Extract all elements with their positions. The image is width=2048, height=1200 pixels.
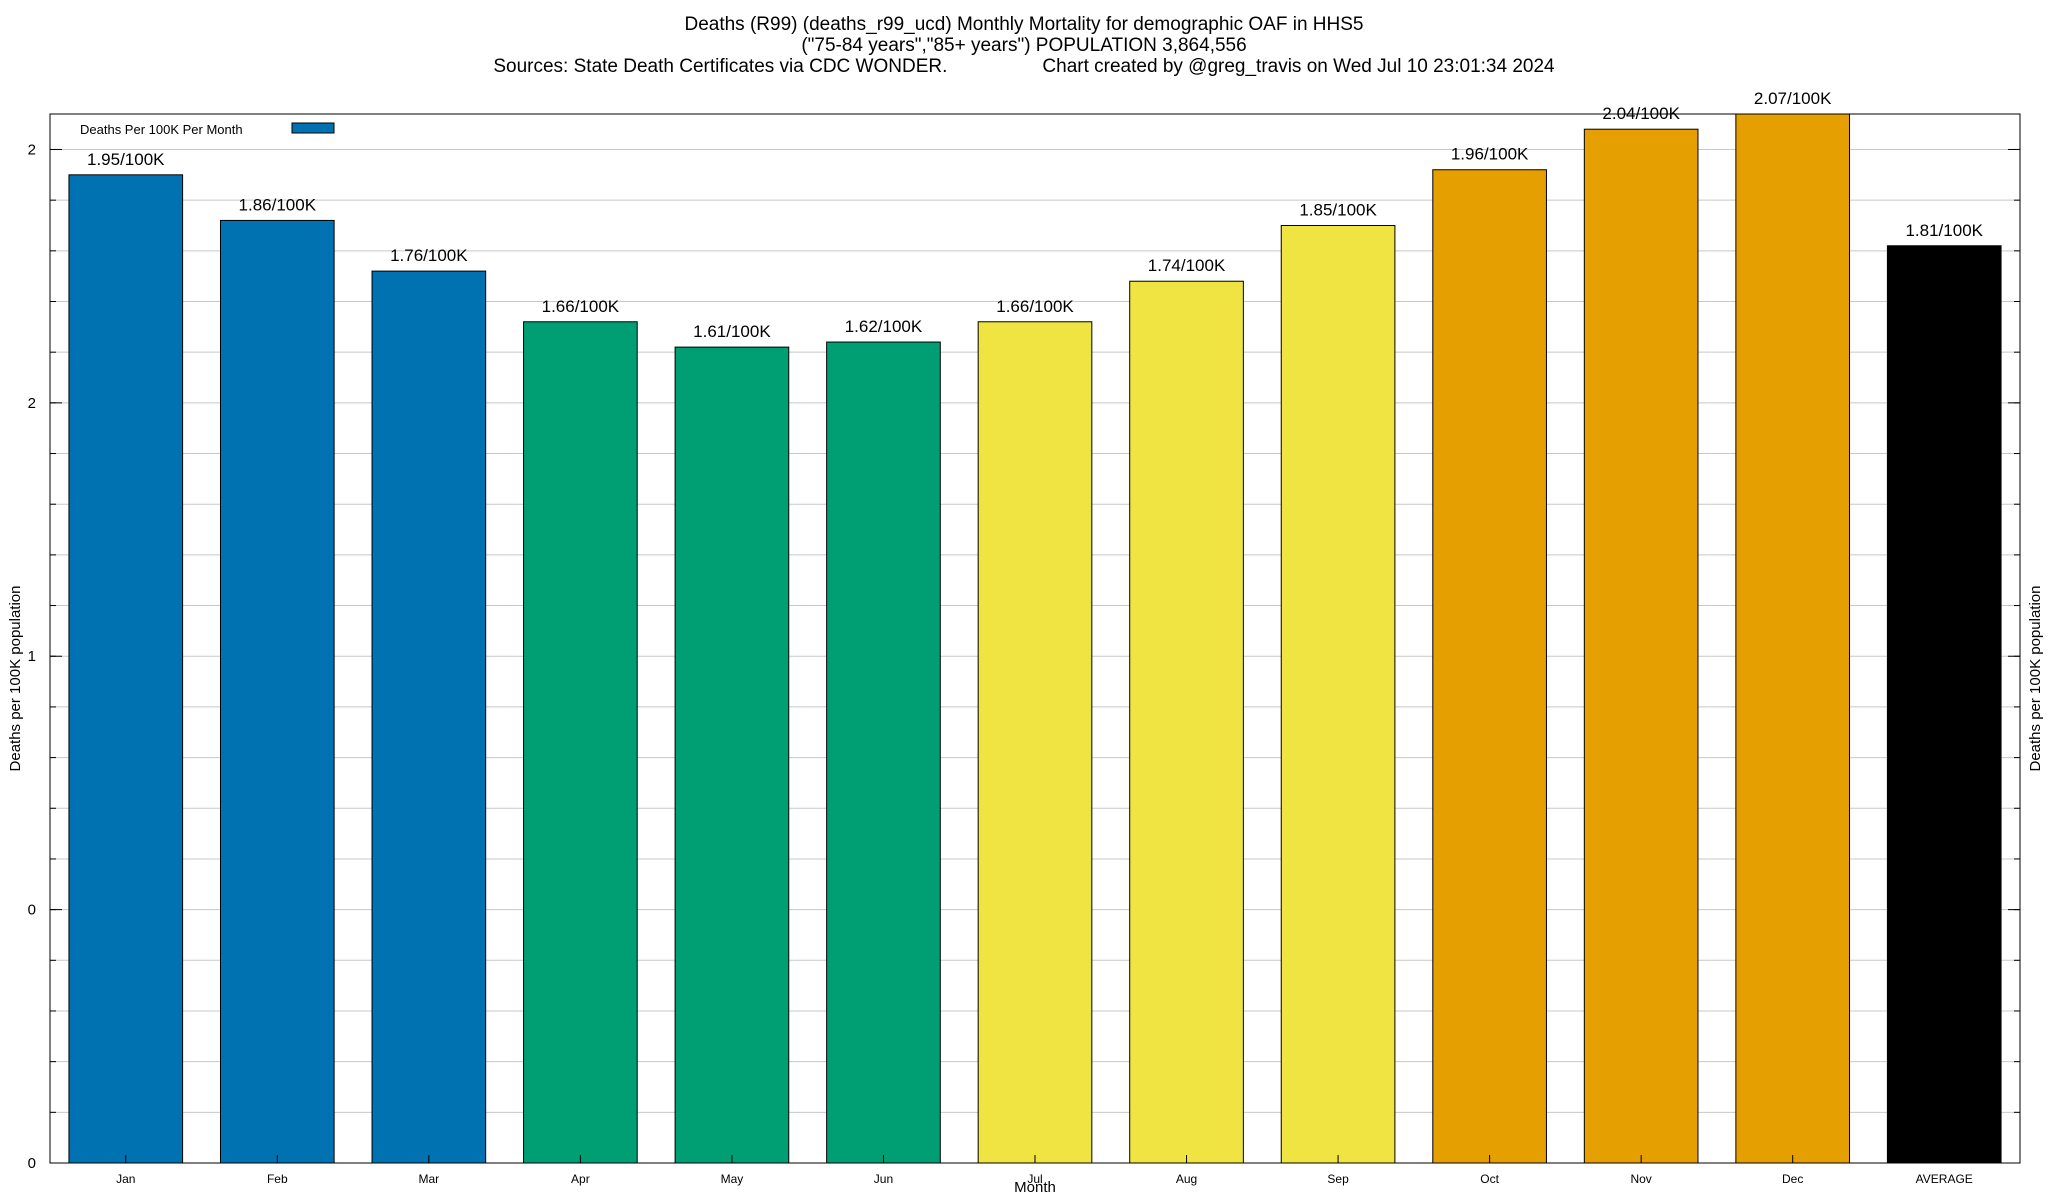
- y-tick-label: 0: [28, 1155, 36, 1172]
- data-label: 1.61/100K: [693, 322, 771, 341]
- bar-apr: [523, 321, 638, 1164]
- data-label: 1.81/100K: [1905, 221, 1983, 240]
- axis-ticks: [50, 148, 2020, 1164]
- x-tick-label: Apr: [571, 1172, 590, 1186]
- bar-sep: [1280, 224, 1396, 1164]
- chart-title: Deaths (R99) (deaths_r99_ucd) Monthly Mo…: [684, 14, 1364, 35]
- x-tick-label: Jun: [874, 1172, 893, 1186]
- y-tick-label: 1: [28, 648, 36, 665]
- legend-swatch: [291, 122, 335, 134]
- x-tick-label: Jul: [1027, 1172, 1042, 1186]
- y-axis-title-left: Deaths per 100K population: [7, 586, 24, 772]
- data-label: 2.04/100K: [1602, 104, 1680, 123]
- bar-jan: [68, 174, 184, 1164]
- data-label: 1.66/100K: [996, 297, 1074, 316]
- data-label: 1.95/100K: [87, 150, 165, 169]
- x-tick-label: Oct: [1480, 1172, 1499, 1186]
- bar-nov: [1583, 128, 1699, 1164]
- bar-average: [1886, 245, 2002, 1164]
- y-tick-label: 2: [28, 395, 36, 412]
- bar-feb: [219, 219, 335, 1164]
- x-tick-label: Jan: [116, 1172, 135, 1186]
- data-label: 1.74/100K: [1148, 256, 1226, 275]
- bar-mar: [371, 270, 487, 1164]
- legend: Deaths Per 100K Per Month: [80, 122, 335, 137]
- bars: [68, 113, 2002, 1164]
- y-tick-label: 2: [28, 141, 36, 158]
- data-label: 1.76/100K: [390, 246, 468, 265]
- data-label: 1.85/100K: [1299, 200, 1377, 219]
- bar-dec: [1735, 113, 1851, 1164]
- labels: 0 0 1 2 2 1.95/100K Jan 1.86/100K Feb 1.76/100K Ma…: [28, 89, 1984, 1186]
- chart-title-block: Deaths (R99) (deaths_r99_ucd) Monthly Mo…: [0, 14, 2048, 77]
- data-label: 1.66/100K: [542, 297, 620, 316]
- legend-label: Deaths Per 100K Per Month: [80, 122, 243, 137]
- x-tick-label: Nov: [1630, 1172, 1651, 1186]
- x-tick-label: May: [721, 1172, 744, 1186]
- x-tick-label: Feb: [267, 1172, 288, 1186]
- bar-may: [674, 346, 790, 1164]
- x-tick-label: AVERAGE: [1916, 1172, 1973, 1186]
- bar-aug: [1129, 280, 1244, 1164]
- x-tick-label: Dec: [1782, 1172, 1803, 1186]
- chart-subtitle: ("75-84 years","85+ years") POPULATION 3…: [801, 35, 1247, 56]
- y-axis-title-right: Deaths per 100K population: [2027, 586, 2044, 772]
- data-label: 1.86/100K: [239, 195, 317, 214]
- bar-jul: [977, 321, 1093, 1164]
- y-tick-label: 0: [28, 902, 36, 919]
- chart-sources: Sources: State Death Certificates via CD…: [493, 56, 948, 77]
- data-label: 1.62/100K: [845, 317, 923, 336]
- data-label: 2.07/100K: [1754, 89, 1832, 108]
- x-axis-title: Month: [1014, 1179, 1056, 1196]
- bar-jun: [826, 341, 941, 1164]
- chart-sources-line: Sources: State Death Certificates via CD…: [0, 56, 2048, 77]
- chart-credit: Chart created by @greg_travis on Wed Jul…: [1042, 56, 1555, 77]
- data-label: 1.96/100K: [1451, 145, 1529, 164]
- x-tick-label: Mar: [419, 1172, 440, 1186]
- x-tick-label: Sep: [1327, 1172, 1349, 1186]
- x-tick-label: Aug: [1176, 1172, 1197, 1186]
- bar-oct: [1432, 169, 1547, 1164]
